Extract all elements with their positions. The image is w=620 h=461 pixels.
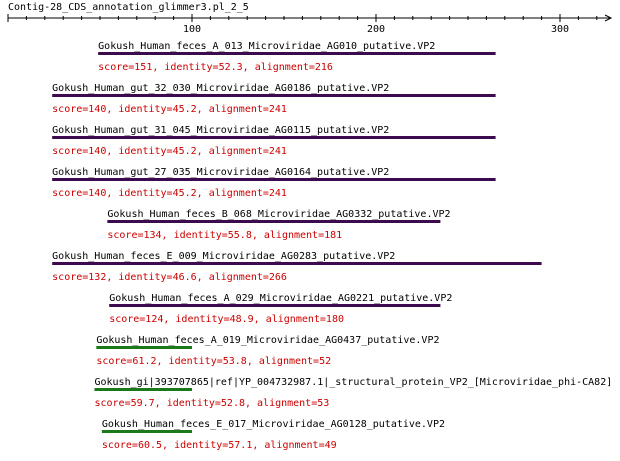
hit-row: Gokush_Human_feces_A_013_Microviridae_AG… [98, 41, 496, 73]
axis-arrow-icon [604, 14, 613, 22]
hit-bar [52, 262, 542, 265]
hit-score: score=140, identity=45.2, alignment=241 [52, 104, 287, 115]
hit-row: Gokush_Human_gut_32_030_Microviridae_AG0… [52, 83, 496, 115]
hit-score: score=124, identity=48.9, alignment=180 [109, 314, 344, 325]
hit-name: Gokush_Human_feces_A_029_Microviridae_AG… [109, 293, 452, 304]
hit-name: Gokush_Human_gut_31_045_Microviridae_AG0… [52, 125, 389, 136]
hit-bar [96, 346, 192, 349]
hit-row: Gokush_Human_gut_31_045_Microviridae_AG0… [52, 125, 496, 157]
hit-name: Gokush_Human_feces_A_019_Microviridae_AG… [96, 335, 439, 346]
hit-bar [109, 304, 441, 307]
hit-row: Gokush_Human_feces_A_029_Microviridae_AG… [109, 293, 452, 325]
hit-score: score=60.5, identity=57.1, alignment=49 [102, 440, 337, 451]
hit-list: Gokush_Human_feces_A_013_Microviridae_AG… [52, 41, 612, 451]
hit-bar [94, 388, 192, 391]
hit-bar [98, 52, 496, 55]
hit-row: Gokush_Human_feces_E_009_Microviridae_AG… [52, 251, 542, 283]
hit-name: Gokush_Human_feces_B_068_Microviridae_AG… [107, 209, 450, 220]
hit-name: Gokush_gi|393707865|ref|YP_004732987.1|_… [94, 377, 612, 388]
hit-score: score=151, identity=52.3, alignment=216 [98, 62, 333, 73]
hit-score: score=61.2, identity=53.8, alignment=52 [96, 356, 331, 367]
hit-bar [52, 136, 496, 139]
hit-name: Gokush_Human_gut_32_030_Microviridae_AG0… [52, 83, 389, 94]
contig-title: Contig-28_CDS_annotation_glimmer3.pl_2_5 [8, 2, 249, 13]
hit-bar [52, 94, 496, 97]
hit-row: Gokush_Human_feces_E_017_Microviridae_AG… [101, 419, 445, 451]
hit-score: score=132, identity=46.6, alignment=266 [52, 272, 287, 283]
hit-score: score=140, identity=45.2, alignment=241 [52, 188, 287, 199]
hit-row: Gokush_Human_feces_B_068_Microviridae_AG… [107, 209, 451, 241]
axis-tick-label: 100 [183, 24, 201, 35]
hit-score: score=59.7, identity=52.8, alignment=53 [94, 398, 329, 409]
hit-score: score=140, identity=45.2, alignment=241 [52, 146, 287, 157]
axis-tick-label: 300 [551, 24, 569, 35]
hit-bar [52, 178, 496, 181]
hit-row: Gokush_gi|393707865|ref|YP_004732987.1|_… [94, 377, 612, 409]
axis-tick-label: 200 [367, 24, 385, 35]
hit-name: Gokush_Human_feces_E_009_Microviridae_AG… [52, 251, 395, 262]
hit-name: Gokush_Human_feces_E_017_Microviridae_AG… [102, 419, 445, 430]
hit-score: score=134, identity=55.8, alignment=181 [107, 230, 342, 241]
hit-row: Gokush_Human_gut_27_035_Microviridae_AG0… [52, 167, 496, 199]
hit-name: Gokush_Human_gut_27_035_Microviridae_AG0… [52, 167, 389, 178]
hit-bar [107, 220, 441, 223]
hit-row: Gokush_Human_feces_A_019_Microviridae_AG… [96, 335, 439, 367]
hit-name: Gokush_Human_feces_A_013_Microviridae_AG… [98, 41, 435, 52]
position-axis: 100 200 300 [7, 14, 613, 35]
hit-bar [101, 430, 192, 433]
